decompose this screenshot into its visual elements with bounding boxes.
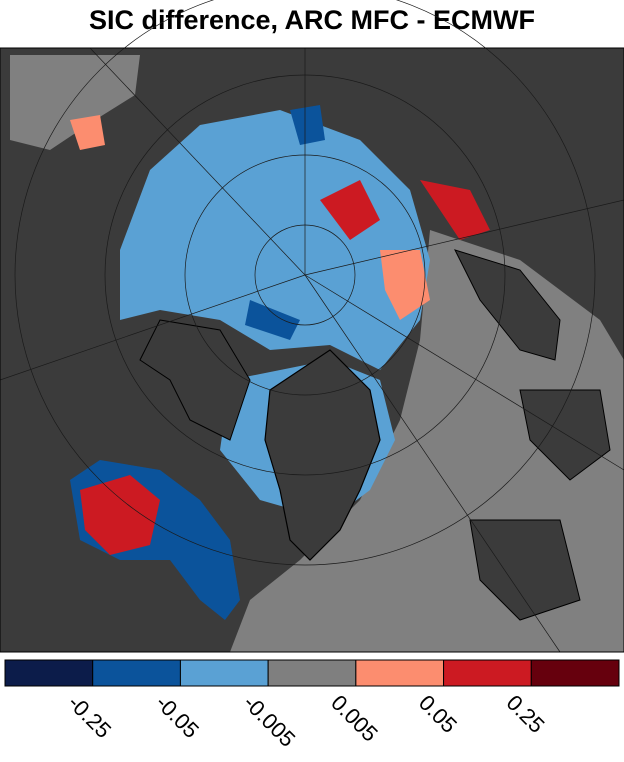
land (469, 519, 581, 621)
difference-patch (320, 180, 380, 240)
land (454, 249, 561, 361)
ocean-region (10, 55, 140, 150)
colorbar-tick-label: -0.25 (63, 690, 116, 743)
map-title: SIC difference, ARC MFC - ECMWF (89, 5, 535, 35)
map (0, 0, 624, 653)
colorbar-box (4, 659, 94, 687)
land (139, 319, 251, 441)
colorbar-box (443, 659, 532, 687)
colorbar-tick-label: 0.05 (414, 690, 462, 738)
difference-patch (245, 300, 300, 340)
difference-patch (420, 180, 490, 240)
graticule (0, 0, 624, 653)
difference-patch (290, 105, 325, 145)
colorbar-box (267, 659, 357, 687)
colorbar-box (92, 659, 181, 687)
difference-patch (70, 115, 105, 150)
colorbar-box (179, 659, 269, 687)
colorbar-tick-label: 0.005 (326, 690, 383, 747)
greenland (264, 349, 381, 561)
difference-patch (380, 250, 430, 320)
sea-ice (120, 110, 430, 370)
colorbar: -0.25 -0.05 -0.005 0.005 0.05 0.25 (4, 659, 620, 752)
colorbar-box (355, 659, 445, 687)
map-frame (0, 47, 624, 653)
colorbar-box (530, 659, 620, 687)
sea-ice (80, 475, 160, 555)
colorbar-tick-label: -0.05 (151, 690, 204, 743)
land (519, 389, 611, 481)
colorbar-tick-label: -0.005 (238, 690, 300, 752)
colorbar-tick-label: 0.25 (502, 690, 550, 738)
